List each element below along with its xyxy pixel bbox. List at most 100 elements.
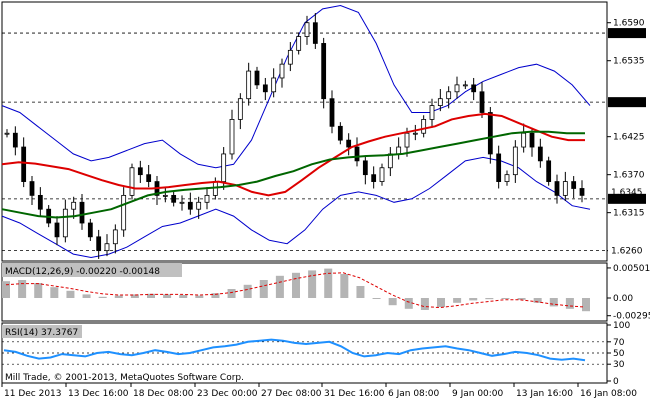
candle-body (496, 153, 502, 182)
rsi-line (3, 338, 586, 362)
macd-bar (2, 281, 10, 298)
macd-bar (147, 293, 155, 298)
candle-body (562, 181, 568, 196)
rsi-tick-label: 50 (613, 349, 625, 359)
macd-bar (308, 270, 317, 298)
price-axis: 1.6590 1.6535 1.6425 1.6370 1.6315 1.6260 1.65… (607, 19, 646, 257)
candle-body (237, 98, 243, 120)
macd-bar (259, 280, 268, 298)
macd-bar (227, 289, 236, 298)
candle-body (521, 132, 527, 148)
candle-body (162, 194, 168, 197)
price-tick-label: 1.6370 (613, 171, 645, 181)
candle-body (479, 91, 485, 113)
candle-body (504, 174, 510, 182)
macd-panel: MACD(12,26,9) -0.00220 -0.00148 0.005010… (1, 262, 650, 322)
macd-bar (549, 298, 558, 307)
level-badge (608, 186, 646, 197)
macd-tick-label: -0.00295 (613, 312, 650, 322)
rsi-tick-label: 30 (613, 360, 625, 370)
time-tick-label: 27 Dec 08:00 (261, 389, 322, 399)
macd-bar (243, 284, 252, 298)
candle-body (546, 160, 552, 182)
candle-body (196, 201, 202, 210)
macd-bar (163, 294, 172, 298)
macd-axis: 0.00501 0.00 -0.00295 (607, 264, 650, 322)
macd-bar (114, 295, 123, 298)
candle-body (129, 167, 135, 196)
bollinger-bands (1, 4, 591, 259)
candle-body (471, 84, 477, 93)
macd-bar (50, 287, 59, 298)
candle-body (204, 194, 210, 203)
price-tick-label: 1.6535 (613, 57, 645, 67)
candle-body (271, 77, 277, 93)
macd-bar (340, 274, 349, 298)
candle-body (229, 119, 235, 155)
candle-body (37, 194, 43, 210)
ma-red-line (1, 112, 585, 197)
candle-body (87, 222, 93, 238)
price-tick-label: 1.6315 (613, 209, 645, 219)
candle-body (221, 153, 227, 182)
level-label: 1.6345 (611, 188, 643, 198)
price-tick-label: 1.6425 (613, 133, 645, 143)
time-tick-label: 23 Dec 00:00 (197, 389, 258, 399)
macd-bar (404, 298, 413, 309)
candle-body (96, 236, 102, 252)
candle-body (554, 181, 560, 196)
time-tick-label: 13 Dec 16:00 (68, 389, 129, 399)
macd-bar (517, 298, 526, 300)
macd-bar (501, 298, 510, 299)
time-tick-label: 18 Dec 08:00 (133, 389, 194, 399)
macd-bar (420, 298, 429, 310)
macd-bar (388, 298, 397, 306)
price-panel: 1.6590 1.6535 1.6425 1.6370 1.6315 1.6260 1.65… (1, 1, 646, 262)
candle-body (537, 146, 543, 162)
ma-green-line (1, 130, 585, 219)
candle-body (112, 229, 118, 245)
rsi-path (3, 338, 586, 362)
macd-bar (324, 268, 333, 298)
candle-body (287, 49, 293, 65)
time-tick-label: 13 Jan 16:00 (516, 389, 573, 399)
macd-bar (565, 298, 574, 309)
candle-body (312, 22, 318, 44)
macd-bar (18, 280, 27, 298)
candle-body (104, 243, 110, 252)
macd-signal-path (5, 272, 585, 309)
level-label: 1.6475 (611, 98, 643, 108)
candle-body (296, 36, 302, 51)
macd-bar (356, 286, 365, 298)
candle-body (254, 70, 260, 86)
candle-body (62, 208, 68, 238)
macd-bar (211, 293, 220, 298)
macd-bar (485, 298, 494, 300)
candle-body (437, 98, 443, 107)
macd-bar (98, 296, 107, 298)
candle-body (12, 132, 18, 148)
candle-body (454, 84, 460, 93)
rsi-tick-label: 70 (613, 338, 625, 348)
level-label: 1.6335 (611, 195, 643, 205)
moving-averages (1, 112, 585, 219)
time-tick-label: 11 Dec 2013 (4, 389, 62, 399)
candle-body (487, 112, 493, 155)
macd-bar (34, 283, 43, 298)
rsi-label: RSI(14) 37.3767 (5, 328, 78, 338)
candle-body (421, 119, 427, 134)
candle-body (171, 194, 177, 203)
macd-bar (82, 294, 91, 298)
candle-body (54, 222, 60, 238)
macd-bar (469, 298, 478, 301)
candle-body (446, 91, 452, 100)
candle-body (279, 63, 285, 79)
macd-label: MACD(12,26,9) -0.00220 -0.00148 (5, 267, 160, 277)
candle-body (304, 22, 310, 37)
candle-body (371, 174, 377, 182)
macd-bar (66, 290, 75, 298)
candle-body (262, 84, 268, 93)
level-badge (608, 245, 646, 256)
macd-bar (292, 272, 300, 298)
